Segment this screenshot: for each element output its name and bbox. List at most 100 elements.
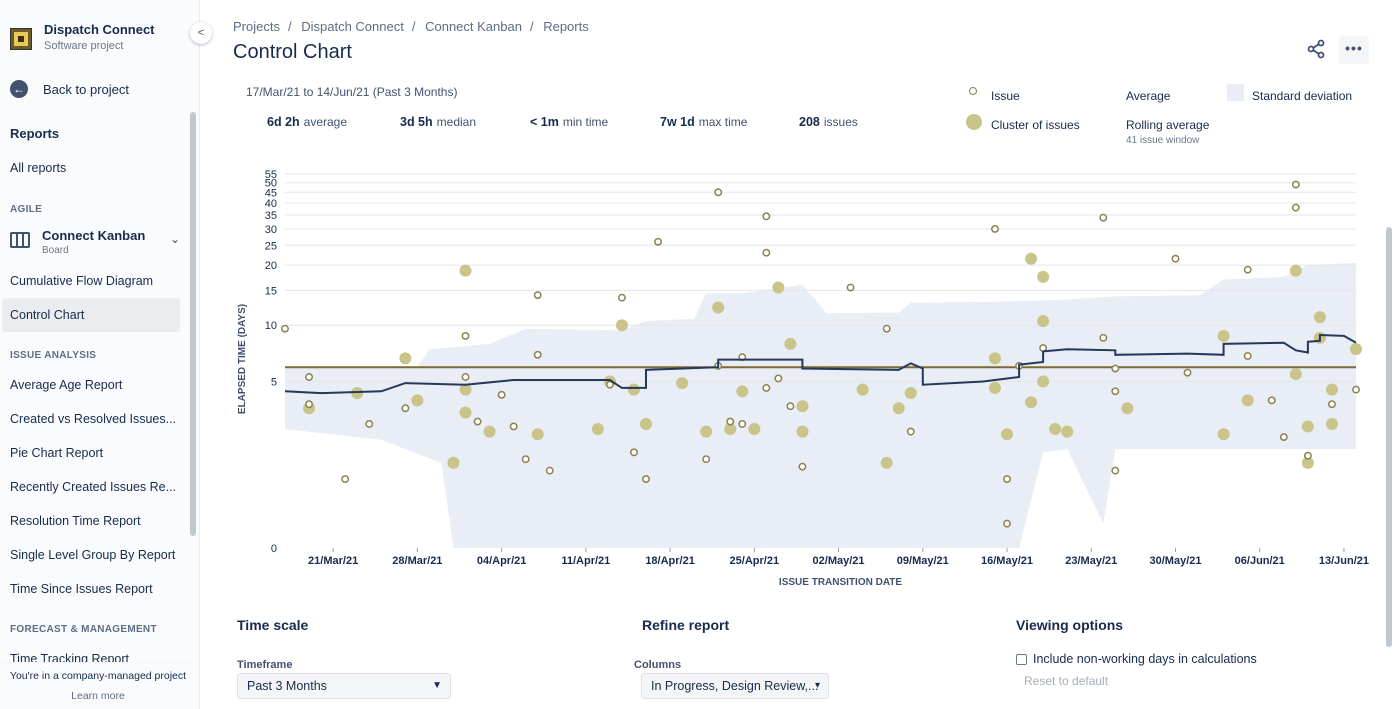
reset-to-default-link[interactable]: Reset to default <box>1024 674 1109 688</box>
sidebar-footer: You're in a company-managed project Lear… <box>0 662 196 709</box>
y-axis-label: ELAPSED TIME (DAYS) <box>237 304 248 414</box>
issue-point <box>702 455 711 464</box>
breadcrumb-project[interactable]: Dispatch Connect <box>301 19 404 34</box>
project-avatar <box>10 28 32 50</box>
stat-issues-value: 208 <box>799 115 820 129</box>
issue-point <box>882 324 891 333</box>
legend-standard-deviation[interactable]: Standard deviation <box>1252 89 1353 103</box>
breadcrumb-board[interactable]: Connect Kanban <box>425 19 522 34</box>
back-to-project-link[interactable]: ← Back to project <box>10 80 129 98</box>
sidebar-item-time-since-issues[interactable]: Time Since Issues Report <box>10 582 153 596</box>
nonworking-days-checkbox[interactable] <box>1016 654 1027 665</box>
timeframe-value: Past 3 Months <box>247 679 327 693</box>
sidebar-item-resolution-time[interactable]: Resolution Time Report <box>10 514 141 528</box>
section-forecast: FORECAST & MANAGEMENT <box>10 624 157 635</box>
x-tick-label: 23/May/21 <box>1065 555 1117 567</box>
sidebar-item-all-reports[interactable]: All reports <box>10 161 67 175</box>
issue-point <box>1303 451 1312 460</box>
columns-select[interactable]: In Progress, Design Review,... ▾ <box>641 673 829 699</box>
stat-min-value: < 1m <box>530 115 559 129</box>
issue-point <box>1111 466 1120 475</box>
more-actions-button[interactable]: ••• <box>1339 36 1369 64</box>
issue-point <box>401 404 410 413</box>
chevron-down-icon: ⌄ <box>169 232 180 246</box>
board-icon <box>10 232 30 248</box>
issue-point <box>906 427 915 436</box>
issue-point <box>762 212 771 221</box>
y-tick-label: 5 <box>271 377 277 389</box>
issue-point <box>461 331 470 340</box>
y-tick-label: 0 <box>271 543 277 555</box>
sidebar-item-created-vs-resolved[interactable]: Created vs Resolved Issues... <box>10 412 177 426</box>
collapse-sidebar-button[interactable]: < <box>190 22 212 44</box>
issue-point <box>1291 180 1300 189</box>
issue-point <box>1099 333 1108 342</box>
issue-point <box>1111 364 1120 373</box>
y-tick-label: 45 <box>265 187 277 199</box>
sidebar-item-average-age[interactable]: Average Age Report <box>10 378 123 392</box>
legend-average[interactable]: Average <box>1126 89 1171 103</box>
date-range: 17/Mar/21 to 14/Jun/21 (Past 3 Months) <box>246 85 458 99</box>
issue-cluster <box>411 394 424 407</box>
stat-average-label: average <box>303 115 348 129</box>
sidebar-item-recently-created[interactable]: Recently Created Issues Re... <box>10 480 177 494</box>
sidebar-item-pie-chart[interactable]: Pie Chart Report <box>10 446 104 460</box>
issue-point <box>774 374 783 383</box>
breadcrumb-reports[interactable]: Reports <box>543 19 589 34</box>
issue-cluster <box>856 383 869 396</box>
y-tick-label: 15 <box>265 285 277 297</box>
issue-cluster <box>1301 420 1314 433</box>
issue-cluster <box>772 281 785 294</box>
more-icon: ••• <box>1345 40 1363 56</box>
learn-more-link[interactable]: Learn more <box>71 690 125 702</box>
main-scrollbar[interactable] <box>1386 227 1392 647</box>
issue-point <box>1099 213 1108 222</box>
issue-cluster <box>640 417 653 430</box>
issue-cluster <box>796 425 809 438</box>
issue-point <box>1003 475 1011 484</box>
board-selector[interactable]: Connect Kanban Board ⌄ <box>10 228 180 256</box>
issue-cluster <box>1289 368 1302 381</box>
issue-cluster <box>531 428 544 441</box>
issue-cluster <box>1001 428 1014 441</box>
issue-cluster <box>1025 396 1038 409</box>
stat-min-label: min time <box>562 115 609 129</box>
share-icon <box>1307 39 1325 59</box>
arrow-left-icon: ← <box>10 80 28 98</box>
issue-cluster <box>1037 375 1050 388</box>
legend-stddev-marker <box>1227 84 1244 101</box>
breadcrumb-projects[interactable]: Projects <box>233 19 280 34</box>
legend-rolling-average[interactable]: Rolling average <box>1126 118 1210 132</box>
nonworking-days-label[interactable]: Include non-working days in calculations <box>1033 652 1257 666</box>
stat-average: 6d 2h average <box>267 115 347 129</box>
sidebar-item-control-chart[interactable]: Control Chart <box>2 298 180 332</box>
timeframe-select[interactable]: Past 3 Months ▼ <box>237 673 451 699</box>
issue-cluster <box>796 400 809 413</box>
issue-point <box>281 324 289 333</box>
issue-point <box>533 350 542 359</box>
issue-point <box>521 455 530 464</box>
sidebar-item-single-level-group[interactable]: Single Level Group By Report <box>10 548 176 562</box>
y-tick-label: 25 <box>265 240 277 252</box>
y-tick-label: 40 <box>265 198 277 210</box>
caret-down-icon: ▾ <box>814 680 820 691</box>
issue-point <box>654 237 662 246</box>
share-button[interactable] <box>1305 39 1327 61</box>
board-name: Connect Kanban <box>42 228 146 243</box>
issue-cluster <box>591 422 604 435</box>
reports-heading: Reports <box>10 126 60 141</box>
stat-median-label: median <box>436 115 477 129</box>
project-header[interactable]: Dispatch Connect Software project <box>10 22 155 52</box>
sidebar-item-cumulative-flow[interactable]: Cumulative Flow Diagram <box>10 274 154 288</box>
project-name: Dispatch Connect <box>44 22 155 37</box>
sidebar: Dispatch Connect Software project ← Back… <box>0 0 200 709</box>
issue-point <box>762 383 771 392</box>
issue-cluster <box>748 422 761 435</box>
x-tick-label: 18/Apr/21 <box>645 555 695 567</box>
x-tick-label: 04/Apr/21 <box>477 555 527 567</box>
stat-average-value: 6d 2h <box>267 115 300 129</box>
legend-rolling-window: 41 issue window <box>1126 135 1200 146</box>
sidebar-scrollbar[interactable] <box>190 112 196 536</box>
issue-cluster <box>1350 343 1362 356</box>
